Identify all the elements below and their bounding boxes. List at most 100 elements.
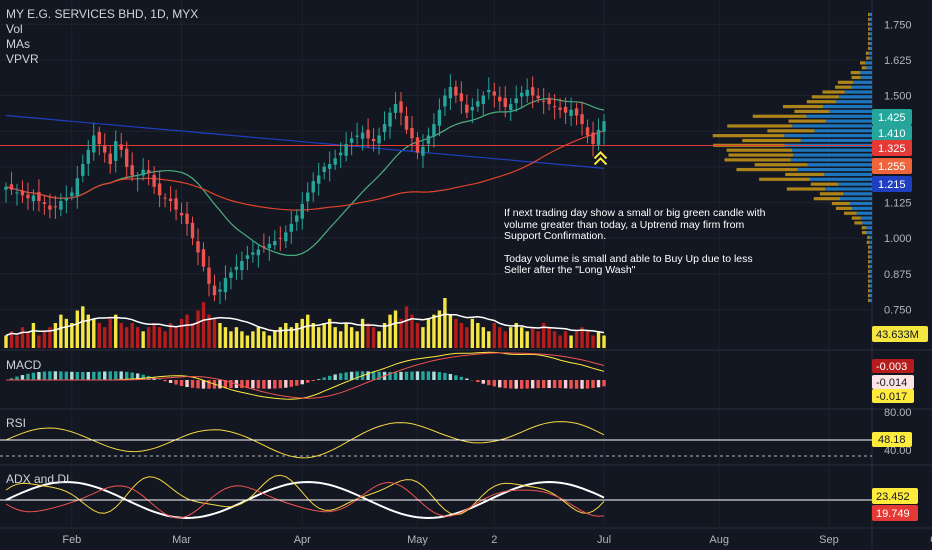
volume-bar xyxy=(284,323,288,348)
candle-body xyxy=(558,107,562,110)
vpvr-down-bar xyxy=(868,41,870,46)
candle-body xyxy=(591,132,595,145)
volume-bar xyxy=(569,335,573,348)
candle-body xyxy=(349,138,354,143)
candle-body xyxy=(245,255,250,259)
price-tag-label: 1.255 xyxy=(878,161,906,173)
indicator-vpvr[interactable]: VPVR xyxy=(6,52,39,66)
vpvr-down-bar xyxy=(806,100,837,104)
vpvr-down-bar xyxy=(868,37,870,41)
vpvr-up-bar xyxy=(869,294,872,298)
indicator-vol[interactable]: Vol xyxy=(6,22,23,36)
volume-bar xyxy=(393,310,398,348)
macd-histogram-bar xyxy=(311,380,315,381)
volume-bar xyxy=(201,302,206,348)
vpvr-down-bar xyxy=(724,158,791,162)
macd-histogram-bar xyxy=(201,380,206,389)
macd-histogram-bar xyxy=(520,380,524,389)
volume-bar xyxy=(487,331,491,348)
macd-histogram-bar xyxy=(509,380,513,389)
volume-bar xyxy=(31,323,36,348)
indicator-mas[interactable]: MAs xyxy=(6,37,30,51)
vpvr-up-bar xyxy=(869,255,872,259)
vpvr-down-bar xyxy=(868,264,870,269)
vpvr-down-bar xyxy=(794,109,830,114)
vpvr-down-bar xyxy=(837,80,854,84)
chart-title[interactable]: MY E.G. SERVICES BHD, 1D, MYX xyxy=(6,7,199,21)
vpvr-up-bar xyxy=(823,104,872,109)
vpvr-down-bar xyxy=(868,294,870,298)
macd-histogram-bar xyxy=(377,371,381,380)
volume-bar xyxy=(157,327,162,348)
vpvr-down-bar xyxy=(850,71,861,75)
candle-body xyxy=(371,138,376,142)
candle-body xyxy=(602,121,606,132)
candle-body xyxy=(207,267,211,284)
volume-bar xyxy=(311,323,315,348)
vpvr-down-bar xyxy=(752,114,807,118)
macd-histogram-bar xyxy=(415,371,420,380)
volume-bar xyxy=(388,314,392,348)
macd-histogram-bar xyxy=(322,377,326,380)
vpvr-down-bar xyxy=(767,129,815,133)
vpvr-down-bar xyxy=(819,192,844,196)
macd-histogram-bar xyxy=(141,374,145,380)
volume-bar xyxy=(465,327,469,348)
candle-body xyxy=(223,278,228,293)
macd-histogram-bar xyxy=(306,380,310,383)
vpvr-up-bar xyxy=(866,66,872,70)
adx-pane-title[interactable]: ADX and DI xyxy=(6,472,70,486)
candle-body xyxy=(306,192,310,202)
vpvr-down-bar xyxy=(782,104,824,109)
volume-bar xyxy=(541,323,546,348)
time-axis-label: Feb xyxy=(62,534,81,546)
macd-histogram-bar xyxy=(135,373,140,380)
volume-tag-label: 43.633M xyxy=(876,329,919,341)
vpvr-up-bar xyxy=(869,235,872,240)
macd-histogram-bar xyxy=(448,373,453,380)
candle-body xyxy=(492,91,496,96)
vpvr-down-bar xyxy=(754,163,808,167)
price-tag-label: 1.410 xyxy=(878,128,906,140)
macd-signal-line xyxy=(6,352,605,399)
macd-histogram-bar xyxy=(92,371,96,380)
volume-bar xyxy=(415,323,420,348)
vpvr-up-bar xyxy=(866,231,872,235)
macd-histogram-bar xyxy=(174,380,178,385)
volume-bar xyxy=(360,318,365,348)
macd-histogram-bar xyxy=(81,371,85,380)
vpvr-up-bar xyxy=(829,109,872,114)
candle-body xyxy=(470,106,475,111)
macd-histogram-bar xyxy=(289,380,293,387)
rsi-tick-label: 80.00 xyxy=(884,407,912,419)
candle-body xyxy=(103,145,107,153)
vpvr-down-bar xyxy=(865,51,869,55)
macd-histogram-bar xyxy=(185,380,189,388)
volume-bar xyxy=(426,318,431,348)
volume-bar xyxy=(59,314,63,348)
volume-bar xyxy=(48,327,52,348)
candle-body xyxy=(289,223,293,232)
price-tick-label: 1.500 xyxy=(884,91,912,103)
adx-tag xyxy=(872,505,918,521)
volume-tag xyxy=(872,326,928,342)
volume-bar xyxy=(355,331,359,348)
vpvr-up-bar xyxy=(790,158,872,162)
candle-body xyxy=(59,201,63,210)
macd-histogram-bar xyxy=(119,371,123,380)
macd-histogram-bar xyxy=(596,380,601,388)
candle-body xyxy=(432,124,436,137)
macd-pane-title[interactable]: MACD xyxy=(6,358,42,372)
volume-bar xyxy=(382,323,387,348)
macd-histogram-bar xyxy=(338,373,343,380)
volume-bar xyxy=(503,331,507,348)
ma-mid-line xyxy=(5,114,605,169)
volume-bar xyxy=(273,331,277,348)
macd-histogram-bar xyxy=(344,372,348,380)
vpvr-down-bar xyxy=(868,32,870,36)
rsi-pane-title[interactable]: RSI xyxy=(6,416,27,430)
volume-bar xyxy=(114,314,118,348)
volume-bar xyxy=(81,306,85,348)
macd-histogram-bar xyxy=(569,380,573,389)
